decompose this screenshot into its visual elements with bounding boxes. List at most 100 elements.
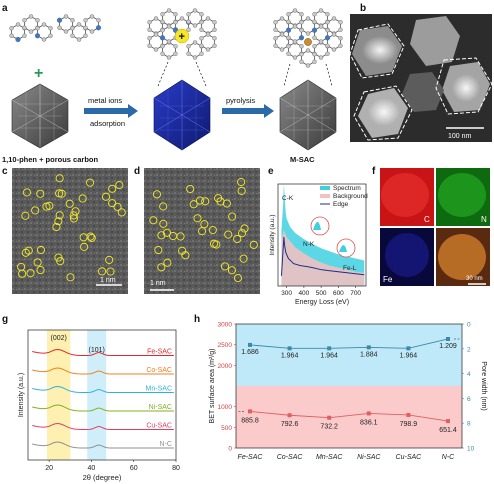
carbon-atom — [312, 12, 317, 17]
single-atom-circle-d — [228, 212, 237, 221]
arrow2-label: pyrolysis — [226, 96, 255, 105]
single-atom-circle-d — [201, 197, 210, 206]
carbon-atom — [28, 14, 34, 19]
data-label: 1.884 — [360, 351, 378, 358]
carbon-atom — [325, 43, 330, 48]
carbon-atom — [212, 43, 217, 48]
data-label: 651.4 — [439, 427, 457, 434]
x-tick-label-g: 20 — [45, 465, 53, 472]
panel-g-xrd-chart: g (002) (101) Fe-SAC Co-SAC Mn-SAC Ni-SAC Cu-S… — [2, 314, 180, 482]
carbon-atom — [160, 51, 165, 56]
data-point — [248, 409, 252, 414]
carbon-atom — [338, 36, 343, 41]
carbon-atom — [22, 25, 27, 30]
nitrogen-atom — [15, 36, 21, 43]
nitrogen-atom — [56, 17, 63, 23]
y-tick-label-right: 4 — [467, 371, 471, 378]
single-atom-circle-d — [157, 231, 166, 240]
carbon-atom — [318, 24, 324, 29]
single-atom-circle-d — [186, 184, 195, 194]
peak-label-101: (101) — [89, 347, 105, 354]
carbon-atom — [186, 12, 191, 17]
carbon-atom — [331, 47, 337, 52]
carbon-atom — [153, 47, 159, 52]
carbon-atom — [292, 55, 298, 60]
legend-label-edge: Edge — [333, 201, 349, 208]
single-atom-circle-d — [227, 266, 236, 275]
data-label: 1.964 — [281, 352, 299, 359]
single-atom-circle-c — [69, 214, 78, 223]
carbon-atom — [83, 33, 88, 38]
single-atom-circle-c — [33, 258, 42, 267]
scale-bar-f: 30 nm — [466, 276, 483, 282]
carbon-atom — [199, 43, 204, 48]
carbon-atom — [279, 16, 285, 21]
carbon-atom — [147, 20, 152, 25]
arrow1-label-line1: metal ions — [88, 96, 122, 105]
single-atom-circle-d — [159, 202, 168, 211]
single-atom-circle-c — [117, 208, 126, 217]
legend-swatch-background — [320, 194, 330, 198]
single-atom-circle-c — [45, 201, 54, 210]
y-tick-label-left: 2500 — [218, 342, 233, 349]
panel-f-eds-maps: f C N Fe 30 nm — [372, 166, 490, 286]
panel-b-sem-image: b 100 nm — [349, 3, 493, 142]
phen-molecule-left — [9, 14, 102, 43]
single-atom-circle-d — [233, 274, 243, 283]
carbon-atom — [205, 32, 211, 37]
carbon-atom — [286, 19, 291, 24]
single-atom-circle-d — [197, 227, 207, 236]
ring-bond — [201, 34, 215, 50]
nitrogen-atom — [95, 25, 102, 31]
carbon-atom — [186, 51, 191, 56]
fe-edge-inset-peak — [339, 245, 347, 252]
data-point — [366, 345, 371, 350]
single-atom-circle-c — [18, 269, 27, 278]
carbon-atom — [305, 63, 311, 68]
pyrolysis-arrow — [222, 104, 274, 118]
x-tick-label-e: 600 — [333, 290, 344, 297]
series-label: Ni-SAC — [149, 404, 172, 411]
data-label: 1.686 — [241, 349, 259, 356]
carbon-atom — [212, 20, 217, 25]
bet-region — [236, 386, 462, 448]
xrd-curve — [32, 422, 174, 430]
carbon-atom — [205, 16, 211, 21]
data-label: 1.964 — [400, 352, 418, 359]
y-axis-label-e: Intensity (a.u.) — [269, 214, 276, 255]
carbon-atom — [292, 8, 298, 13]
xrd-curve — [32, 348, 174, 356]
n-edge-inset-peak — [313, 222, 321, 230]
porous-carbon-polyhedron — [11, 83, 69, 149]
highlight-band — [47, 330, 71, 460]
map-label-fe: Fe — [383, 275, 393, 284]
carbon-atom — [312, 59, 317, 64]
single-atom-circle-c — [115, 181, 124, 190]
panel-label-g: g — [2, 314, 8, 325]
carbon-atom — [41, 22, 47, 27]
single-atom-circle-c — [66, 273, 75, 282]
single-atom-circle-c — [55, 189, 64, 198]
single-atom-circle-c — [55, 174, 64, 183]
adsorption-arrow — [84, 104, 138, 118]
series-label: Cu-SAC — [146, 423, 172, 430]
carbon-atom — [28, 29, 34, 34]
single-atom-circle-c — [54, 217, 63, 226]
right-caption: M-SAC — [290, 155, 315, 164]
y-tick-label-right: 6 — [467, 396, 471, 403]
single-atom-circle-c — [36, 189, 45, 198]
carbon-atom — [338, 20, 343, 25]
single-atom-circle-c — [42, 202, 51, 211]
carbon-atom — [83, 18, 88, 23]
nitrogen-atom — [285, 27, 292, 33]
xrd-curve — [32, 367, 174, 375]
y-tick-label-right: 2 — [467, 346, 471, 353]
single-atom-circle-d — [154, 245, 163, 255]
single-atom-markers-d — [149, 177, 258, 283]
carbon-atom — [166, 24, 172, 29]
carbon-atom — [299, 52, 304, 57]
category-label: Cu-SAC — [396, 454, 423, 461]
panel-label-f: f — [372, 166, 376, 177]
single-atom-circle-d — [163, 258, 172, 267]
y-tick-label-right: 8 — [467, 421, 471, 428]
